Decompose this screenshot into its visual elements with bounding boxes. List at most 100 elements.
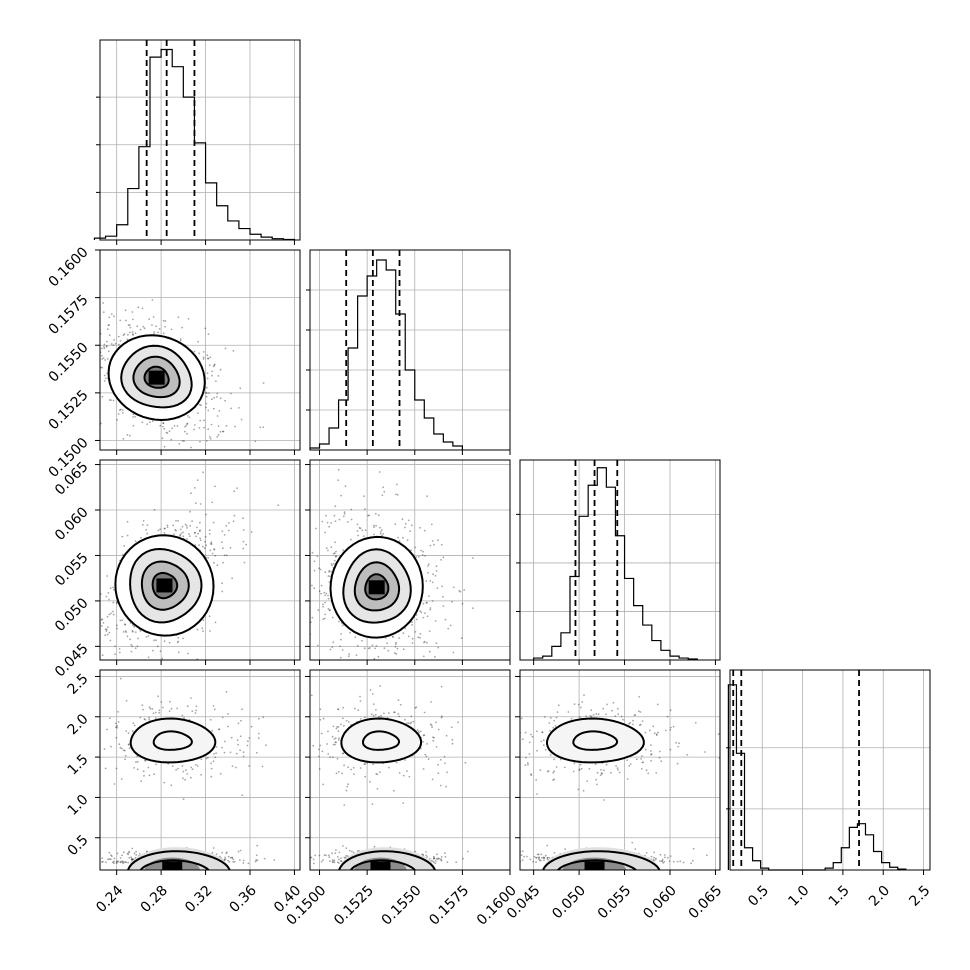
scatter-point	[140, 780, 143, 783]
scatter-point	[164, 527, 166, 530]
scatter-point	[181, 765, 184, 767]
scatter-point	[211, 374, 213, 377]
scatter-point	[661, 860, 663, 863]
scatter-point	[352, 766, 355, 769]
scatter-point	[356, 523, 359, 526]
scatter-point	[436, 853, 438, 856]
scatter-point	[333, 562, 335, 565]
scatter-point	[526, 762, 529, 764]
scatter-point	[344, 856, 347, 859]
scatter-point	[162, 425, 164, 428]
scatter-point	[138, 853, 141, 855]
scatter-point	[393, 711, 395, 714]
scatter-point	[350, 850, 353, 853]
scatter-point	[205, 757, 208, 760]
scatter-point	[124, 309, 127, 312]
scatter-point	[262, 426, 265, 428]
scatter-point	[528, 741, 531, 744]
scatter-point	[87, 644, 89, 646]
scatter-point	[451, 600, 453, 603]
scatter-point	[435, 642, 438, 644]
scatter-point	[638, 724, 641, 726]
scatter-point	[80, 331, 82, 333]
y-tick-label-p3-2: 1.5	[65, 751, 92, 778]
scatter-point	[94, 375, 96, 377]
scatter-point	[101, 618, 104, 621]
scatter-point	[105, 345, 108, 348]
scatter-point	[209, 542, 212, 545]
scatter-point	[437, 539, 439, 542]
scatter-point	[179, 338, 182, 340]
scatter-point	[336, 861, 339, 864]
scatter-point	[101, 695, 103, 697]
scatter-point	[101, 354, 103, 357]
scatter-point	[104, 377, 107, 380]
scatter-point	[352, 851, 355, 854]
x-tick-label-p1-3: 0.1575	[426, 883, 472, 929]
scatter-point	[540, 853, 543, 856]
scatter-point	[122, 851, 125, 854]
scatter-point	[402, 802, 405, 804]
scatter-point	[107, 858, 109, 861]
scatter-point	[444, 852, 446, 855]
scatter-point	[312, 858, 315, 861]
scatter-point	[443, 755, 446, 758]
scatter-point	[103, 374, 106, 377]
contour-2-3	[364, 573, 390, 601]
scatter-point	[203, 426, 205, 429]
scatter-point	[186, 432, 188, 435]
scatter-point	[158, 711, 161, 714]
scatter-point	[125, 319, 127, 322]
scatter-point	[495, 727, 497, 729]
scatter-point	[225, 852, 228, 855]
scatter-point	[225, 690, 228, 693]
scatter-point	[639, 711, 642, 713]
scatter-point	[199, 419, 202, 422]
scatter-point	[318, 590, 321, 593]
scatter-point	[440, 859, 443, 862]
scatter-point	[343, 512, 346, 515]
scatter-point	[125, 861, 127, 864]
scatter-point	[323, 617, 326, 620]
scatter-point	[350, 508, 353, 511]
scatter-point	[246, 744, 249, 747]
scatter-point	[583, 694, 585, 696]
scatter-point	[240, 719, 242, 722]
scatter-point	[546, 770, 549, 773]
scatter-point	[440, 716, 443, 719]
scatter-point	[113, 860, 115, 863]
scatter-point	[207, 357, 210, 360]
scatter-point	[109, 639, 112, 642]
scatter-point	[704, 751, 706, 753]
scatter-point	[393, 711, 396, 714]
scatter-point	[333, 514, 336, 517]
scatter-point	[239, 749, 242, 752]
scatter-point	[426, 495, 428, 498]
contour-1-1	[129, 547, 203, 624]
scatter-point	[138, 485, 140, 487]
scatter-point	[337, 739, 340, 741]
scatter-point	[319, 718, 322, 721]
scatter-point	[525, 756, 527, 759]
scatter-point	[628, 722, 630, 725]
scatter-point	[334, 741, 337, 743]
scatter-point	[206, 357, 209, 360]
scatter-point	[427, 758, 430, 761]
scatter-point	[521, 738, 524, 741]
scatter-point	[553, 758, 555, 761]
scatter-point	[669, 729, 672, 731]
scatter-point	[414, 707, 417, 709]
scatter-point	[340, 860, 343, 863]
scatter-point	[396, 647, 399, 650]
scatter-point	[186, 705, 189, 708]
scatter-point	[655, 733, 658, 736]
scatter-point	[236, 739, 239, 741]
scatter-point	[238, 407, 240, 409]
pair-frame-4	[309, 669, 511, 871]
scatter-point	[113, 315, 115, 318]
scatter-point	[210, 541, 213, 544]
scatter-point	[553, 719, 556, 722]
scatter-point	[439, 857, 441, 860]
scatter-point	[199, 521, 201, 524]
scatter-point	[640, 768, 643, 770]
